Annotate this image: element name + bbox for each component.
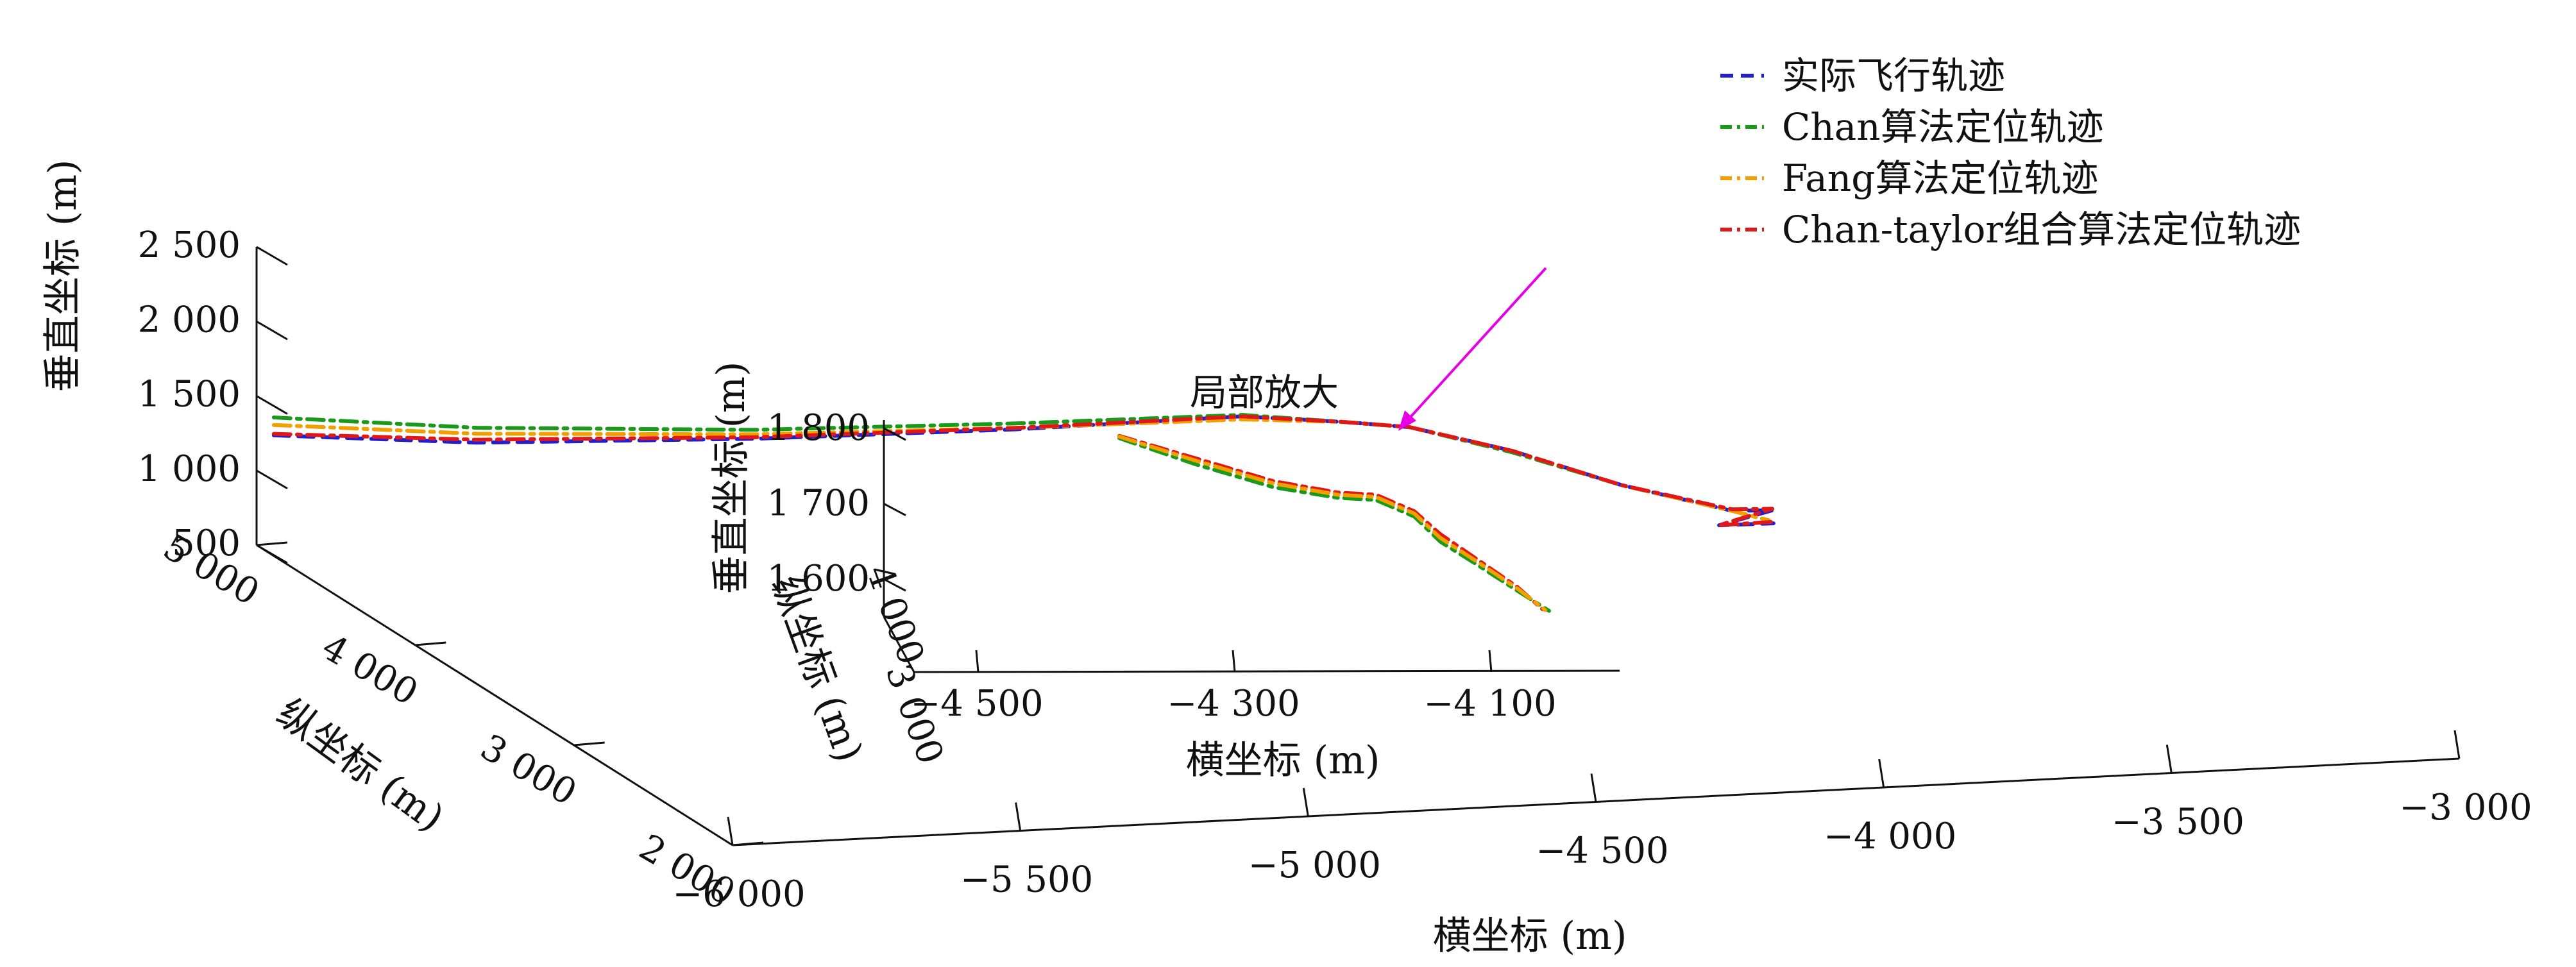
x-tick [1015,802,1022,831]
legend-label: Fang算法定位轨迹 [1782,156,2098,200]
x-tick [1878,759,1885,788]
z-tick-label: 1 500 [138,374,241,416]
inset-z-tick-label: 1 700 [767,483,870,525]
legend-label: Chan算法定位轨迹 [1782,105,2104,149]
z-tick [256,544,288,564]
z-tick [256,320,288,341]
inset-z-tick [883,427,906,441]
inset-x-tick-label: −4 500 [910,683,1043,725]
z-tick-label: 2 000 [138,299,241,341]
z-tick-label: 2 500 [138,224,241,266]
x-tick [2453,730,2461,759]
z-tick [256,469,288,490]
inset-z-axis-title: 垂直坐标 (m) [709,362,754,594]
inset-y-tick-label: 4 000 [858,559,932,670]
x-tick [2165,744,2173,773]
z-tick-label: 500 [172,523,241,564]
inset-z-tick [883,578,906,592]
y-axis-title: 纵坐标 (m) [269,691,452,841]
inset-x-tick [1232,650,1236,673]
z-tick [256,246,288,266]
inset-series-line [1117,436,1551,613]
main-axes: −6 000 −5 500 −5 000 −4 500 −4 000 −3 500 −3 0… [138,224,2532,915]
y-tick [732,841,764,846]
series-line [271,413,1771,523]
y-axis-line [256,544,733,846]
x-tick [727,816,734,846]
inset-y-axis-line [883,616,915,673]
x-tick-label: −5 000 [1248,845,1381,886]
y-tick-label: 3 000 [473,727,583,814]
legend-label: 实际飞行轨迹 [1782,54,2005,97]
main-series-layer [271,413,1775,528]
inset-x-tick-label: −4 100 [1423,683,1556,725]
z-tick [256,395,288,415]
x-tick-label: −4 500 [1536,830,1668,872]
x-tick [1590,773,1597,802]
inset-series-line [1117,434,1547,612]
zoom-arrow-head [1398,410,1416,431]
x-tick-label: −3 000 [2399,787,2532,828]
zoom-annotation: 局部放大 [1190,371,1339,414]
y-tick-label: 4 000 [315,626,425,714]
series-line [271,414,1775,528]
inset-x-tick [1488,650,1493,673]
inset-z-tick-label: 1 800 [767,407,870,449]
inset-z-tick-label: 1 600 [767,558,870,600]
series-line [271,417,1771,523]
x-tick-label: −5 500 [960,859,1093,901]
x-tick [1302,787,1309,817]
legend: 实际飞行轨迹 Chan算法定位轨迹 Fang算法定位轨迹 Chan-taylor组合算… [1720,54,2301,251]
zoom-arrow-line [1405,267,1547,423]
inset-x-axis-title: 横坐标 (m) [1186,738,1380,783]
inset-x-tick-label: −4 300 [1167,683,1300,725]
x-tick-label: −4 000 [1824,816,1956,857]
x-tick-label: −3 500 [2112,802,2244,843]
z-tick-label: 1 000 [138,448,241,490]
y-tick [256,541,288,546]
inset-z-tick [883,503,906,516]
y-tick [573,741,605,746]
x-axis-title: 横坐标 (m) [1433,914,1627,959]
z-axis-title: 垂直坐标 (m) [40,160,85,392]
x-tick-label: −6 000 [672,873,805,915]
inset-x-axis-line [913,669,1620,673]
legend-label: Chan-taylor组合算法定位轨迹 [1782,208,2301,251]
inset-x-tick [975,650,979,673]
y-tick [415,641,446,646]
